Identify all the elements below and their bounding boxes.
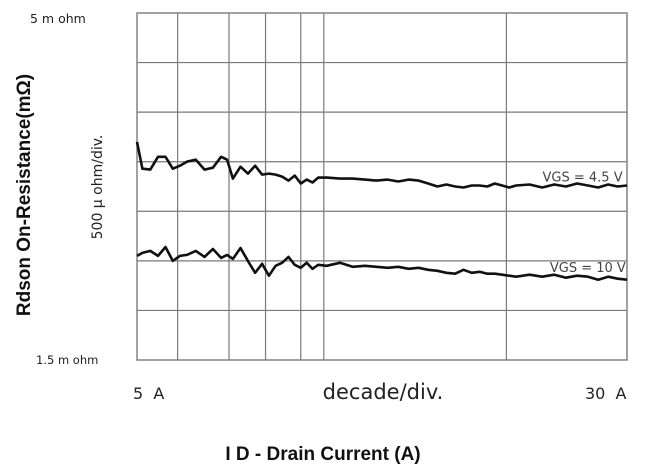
series-line-1: [136, 245, 628, 282]
grid: [137, 13, 627, 360]
x-tick-label-left: 5 A: [133, 384, 164, 403]
series-label-1: VGS = 10 V: [550, 261, 626, 276]
x-tick-label-right: 30 A: [585, 384, 627, 403]
y-tick-label-top: 5 m ohm: [30, 11, 86, 26]
x-axis-title: I D - Drain Current (A): [225, 444, 420, 465]
series-line-0: [135, 141, 628, 189]
y-scale-label: 500 µ ohm/div.: [90, 135, 106, 240]
x-scale-label: decade/div.: [323, 380, 444, 404]
y-axis-title: Rdson On-Resistance(mΩ): [14, 74, 35, 316]
series-labels: VGS = 4.5 V VGS = 10 V: [543, 171, 626, 276]
series-label-0: VGS = 4.5 V: [543, 171, 623, 186]
plot-frame: [136, 12, 628, 361]
y-tick-label-bottom: 1.5 m ohm: [36, 353, 98, 367]
series-layer: [135, 141, 628, 282]
